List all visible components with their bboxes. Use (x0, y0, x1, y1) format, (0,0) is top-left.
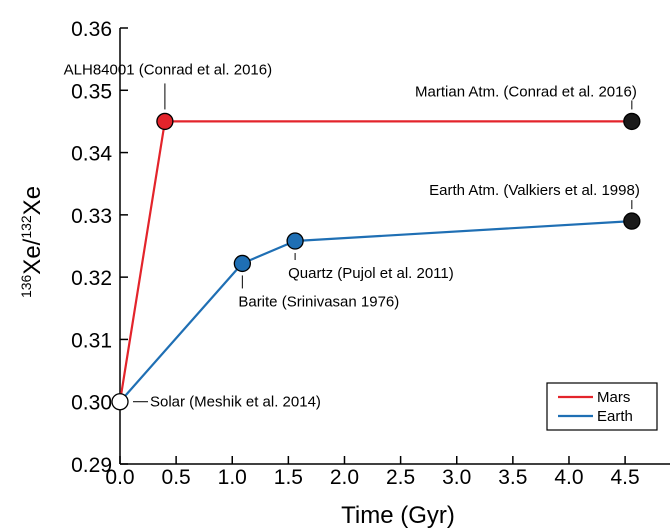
x-axis-title: Time (Gyr) (341, 502, 455, 529)
annotation-label: ALH84001 (Conrad et al. 2016) (64, 61, 272, 78)
x-tick-label: 1.5 (274, 466, 303, 489)
marker-annotations: Solar (Meshik et al. 2014) ALH84001 (Conr… (64, 61, 640, 410)
data-point (156, 112, 174, 131)
annotation-label: Solar (Meshik et al. 2014) (150, 394, 321, 411)
data-markers (111, 112, 641, 411)
y-axis-title-base1: Xe/ (19, 238, 46, 274)
x-tick-label: 3.0 (442, 466, 471, 489)
y-tick-label: 0.31 (71, 329, 112, 352)
y-axis-title: 136Xe/132Xe (18, 186, 46, 298)
x-tick-label: 2.0 (330, 466, 359, 489)
data-point (623, 112, 641, 131)
data-point (233, 254, 251, 273)
y-axis-title-sup1: 136 (18, 274, 34, 298)
legend-label: Earth (597, 408, 633, 425)
legend-box (546, 382, 658, 431)
series-line-mars (118, 120, 632, 402)
data-point (111, 393, 129, 411)
y-axis-title-base2: Xe (19, 186, 46, 215)
y-tick-label: 0.32 (71, 267, 112, 290)
x-tick-label: 0.5 (162, 466, 191, 489)
y-tick-label: 0.35 (71, 80, 112, 103)
legend: Mars Earth (546, 382, 658, 431)
y-tick-label: 0.33 (71, 205, 112, 228)
y-axis-title-sup2: 132 (18, 215, 34, 239)
x-tick-label: 4.0 (554, 466, 583, 489)
annotation-label: Earth Atm. (Valkiers et al. 1998) (429, 182, 640, 199)
y-tick-label: 0.30 (71, 392, 112, 415)
y-tick-label: 0.34 (71, 143, 112, 166)
annotation-label: Quartz (Pujol et al. 2011) (288, 265, 454, 282)
x-tick-label: 1.0 (218, 466, 247, 489)
annotation-label: Martian Atm. (Conrad et al. 2016) (415, 83, 637, 100)
annotation-label: Barite (Srinivasan 1976) (238, 293, 399, 310)
series-line-earth (119, 220, 632, 403)
legend-label: Mars (597, 389, 630, 406)
series-lines (118, 120, 632, 403)
y-tick-label: 0.36 (71, 18, 112, 41)
x-tick-label: 3.5 (498, 466, 527, 489)
x-tick-label: 0.0 (105, 466, 134, 489)
plot-axes: 0.29 0.30 0.31 0.32 0.33 0.34 0.35 0.36 0.0 0.5 1.… (71, 18, 670, 489)
data-point (286, 232, 304, 250)
y-tick-label: 0.29 (71, 454, 112, 477)
x-tick-label: 4.5 (611, 466, 640, 489)
data-point (623, 212, 641, 230)
x-tick-label: 2.5 (386, 466, 415, 489)
